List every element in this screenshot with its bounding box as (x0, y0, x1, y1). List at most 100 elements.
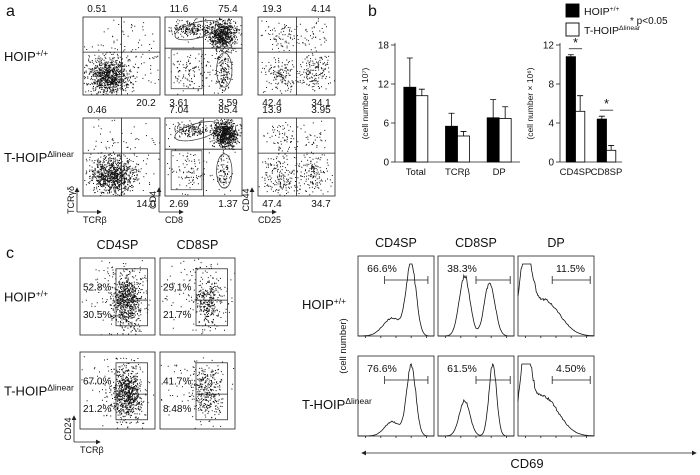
quadrant-value: 34.7 (311, 199, 331, 210)
error-bar (567, 54, 574, 57)
error-bar (490, 99, 497, 118)
histogram (517, 363, 595, 437)
quadrant-value: 47.4 (262, 199, 282, 210)
gate-bar (475, 376, 511, 384)
genotype-label: HOIP+/+ (4, 288, 48, 304)
genotype-label: HOIP+/+ (584, 6, 620, 18)
event-dots (260, 18, 335, 94)
column-header: CD4SP (375, 236, 417, 250)
genotype-label: T-HOIPΔlinear (302, 396, 372, 412)
column-header: CD8SP (177, 238, 219, 252)
event-dots (165, 118, 242, 196)
gate (170, 49, 203, 90)
quadrant-value: 42.4 (262, 98, 282, 109)
gate (170, 150, 203, 191)
gate (216, 153, 233, 189)
gate-value: 30.5% (83, 310, 111, 321)
quadrant-value: 19.3 (262, 4, 282, 15)
column-header: DP (547, 236, 564, 250)
gate-value: 21.2% (83, 404, 111, 415)
legend-note: * p<0.05 (630, 16, 668, 27)
genotype-base: T-HOIP (584, 25, 619, 37)
axis-label: CD24 (63, 417, 73, 440)
genotype-base: HOIP (302, 297, 334, 312)
y-axis-label: (cell number × 10⁶) (525, 67, 535, 139)
quadrant-value: 0.46 (87, 105, 107, 116)
genotype-label: HOIP+/+ (302, 296, 346, 312)
y-tick-label: 8 (548, 80, 554, 91)
gate (115, 362, 148, 421)
genotype-sup: Δlinear (47, 149, 74, 159)
gate-value: 8.48% (163, 404, 191, 415)
significance-star: * (604, 96, 609, 111)
event-dots (84, 119, 161, 196)
histogram (517, 263, 594, 337)
quadrant-value: 3.95 (311, 105, 331, 116)
plot-frame (79, 351, 156, 430)
bar (498, 118, 512, 163)
x-tick-label: TCRβ (445, 167, 471, 178)
gate-value: 52.8% (83, 282, 111, 293)
bar (565, 56, 576, 163)
genotype-label: T-HOIPΔlinear (4, 149, 74, 165)
event-dots (258, 120, 333, 197)
legend-swatch (565, 3, 580, 18)
gate-value: 67.0% (83, 376, 111, 387)
axis-label: TCRγδ (66, 186, 76, 214)
bar (457, 135, 470, 163)
quadrant-value: 20.2 (136, 98, 156, 109)
histogram (438, 362, 514, 437)
axis-label: CD8 (165, 215, 183, 225)
genotype-base: T-HOIP (4, 384, 47, 399)
column-header: CD8SP (455, 236, 497, 250)
y-axis-label: (cell number × 10⁷) (360, 67, 370, 139)
event-dots (160, 357, 235, 429)
histogram (438, 273, 514, 337)
axis-label: CD4 (148, 191, 158, 209)
bar (486, 117, 500, 163)
gate-value: 66.6% (367, 263, 397, 275)
error-bar (406, 57, 413, 88)
gate-value: 38.3% (447, 263, 477, 275)
error-bar (598, 115, 605, 120)
gate-value: 41.7% (163, 376, 191, 387)
error-bar (448, 112, 455, 127)
gate (195, 268, 228, 327)
event-dots (161, 258, 236, 335)
y-tick-label: 0 (548, 158, 554, 169)
genotype-sup: +/+ (36, 48, 48, 58)
error-bar (502, 106, 509, 119)
axis-label: TCRβ (83, 215, 107, 225)
x-tick-label: Total (406, 167, 426, 178)
genotype-sup: Δlinear (619, 25, 641, 32)
quadrant-value: 14.0 (136, 199, 156, 210)
bar (403, 86, 417, 163)
axis-label: CD44 (241, 188, 251, 211)
gate-value: 11.5% (556, 263, 585, 275)
y-tick-label: 12 (378, 80, 390, 91)
y-axis-label: (cell number) (338, 318, 349, 373)
gate-bar (475, 276, 511, 284)
quadrant-value: 4.14 (311, 4, 331, 15)
event-dots (81, 356, 155, 429)
genotype-sup: Δlinear (47, 382, 74, 392)
genotype-base: HOIP (4, 290, 36, 305)
quadrant-value: 34.1 (311, 98, 331, 109)
genotype-base: HOIP (584, 6, 610, 18)
gate (195, 362, 228, 421)
histogram (358, 363, 434, 437)
genotype-base: T-HOIP (302, 397, 345, 412)
quadrant-value: 3.59 (218, 98, 238, 109)
y-tick-label: 6 (383, 119, 389, 130)
axis-label: CD25 (258, 215, 281, 225)
genotype-label: T-HOIPΔlinear (4, 382, 74, 398)
quadrant-value: 75.4 (218, 4, 238, 15)
genotype-sup: Δlinear (345, 396, 372, 406)
genotype-sup: +/+ (610, 6, 620, 13)
axis-label: TCRβ (80, 445, 104, 455)
quadrant-value: 7.04 (169, 105, 189, 116)
y-tick-label: 12 (543, 41, 555, 52)
gate-value: 61.5% (447, 363, 477, 375)
error-bar (460, 131, 467, 136)
